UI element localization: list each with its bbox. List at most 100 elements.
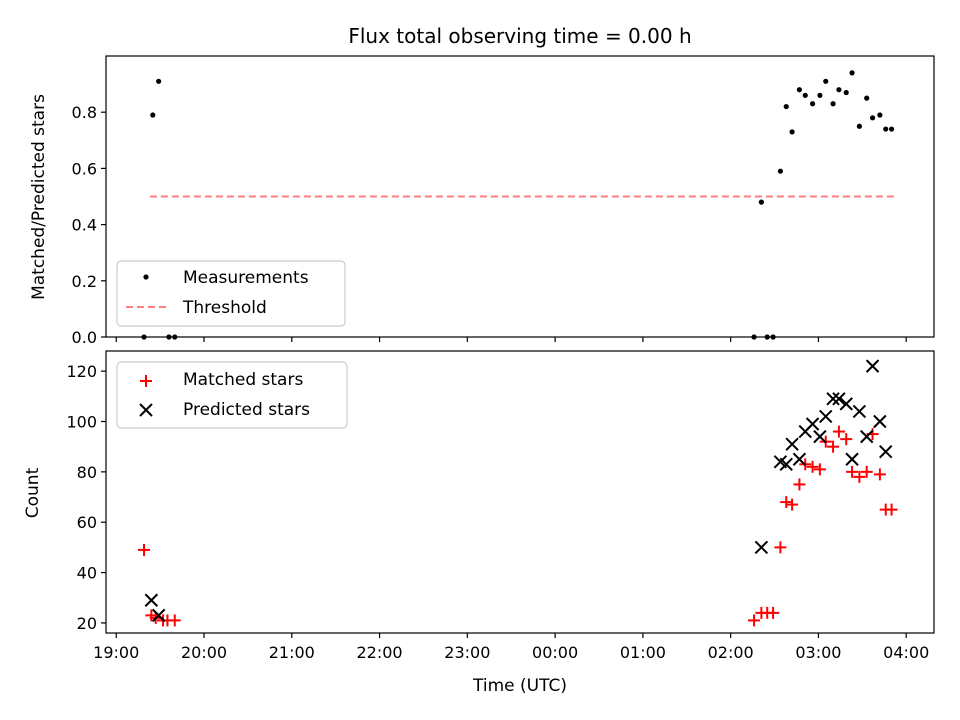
predicted-star-point: [865, 359, 880, 373]
bottom-y-tick-label: 80: [77, 463, 97, 482]
predicted-star-point: [839, 397, 853, 411]
bottom-axes-frame: [105, 350, 935, 634]
predicted-star-point: [859, 429, 874, 444]
matched-star-point: [853, 470, 866, 483]
matched-star-point: [168, 614, 181, 627]
measurement-point: [843, 89, 849, 96]
matched-star-point: [767, 606, 780, 619]
top-y-tick-label: 0.4: [72, 216, 97, 235]
top-panel: 0.00.20.40.60.8 Matched/Predicted stars …: [29, 55, 935, 347]
measurement-point: [823, 78, 829, 84]
measurement-point: [877, 112, 883, 118]
predicted-star-point: [805, 417, 820, 431]
measurement-point: [849, 70, 855, 76]
matched-star-point: [806, 460, 819, 473]
bottom-y-axis-label: Count: [23, 467, 43, 518]
measurement-point: [888, 126, 895, 132]
measurement-point: [869, 115, 876, 121]
bottom-ticks: 20 40 60 80 100 120 19:00 20:00 21:00 22:00 23:00 0…: [66, 362, 929, 662]
legend-predicted-label: Predicted stars: [183, 400, 310, 420]
predicted-star-point: [819, 409, 833, 424]
top-y-tick-label: 0.2: [72, 272, 97, 291]
bottom-y-tick-label: 60: [77, 513, 97, 532]
matched-star-point: [748, 614, 761, 627]
top-legend-box: [116, 260, 346, 327]
x-tick-label: 03:00: [795, 643, 841, 662]
matched-star-point: [786, 498, 799, 511]
predicted-star-point: [879, 445, 893, 459]
predicted-star-point: [832, 392, 846, 406]
top-ticks: 0.0 0.2 0.4 0.6 0.8: [72, 103, 907, 347]
measurement-point: [836, 87, 842, 93]
top-y-tick-label: 0.6: [72, 159, 97, 178]
top-y-tick-label: 0.0: [72, 328, 97, 347]
matched-star-point: [780, 496, 793, 509]
matched-star-point: [813, 463, 826, 476]
x-tick-label: 20:00: [181, 643, 227, 662]
bottom-y-tick-label: 40: [77, 564, 97, 583]
measurement-point: [864, 95, 870, 101]
measurement-point: [809, 101, 816, 107]
bottom-y-tick-label: 120: [66, 362, 97, 381]
x-tick-label: 00:00: [532, 643, 578, 662]
legend-matched-marker: [140, 375, 152, 387]
legend-threshold-label: Threshold: [182, 298, 267, 318]
measurement-point: [758, 199, 764, 205]
legend-predicted-marker: [139, 403, 153, 417]
matched-star-point: [885, 503, 898, 516]
matched-star-point: [827, 440, 840, 453]
top-axes-frame: [105, 55, 935, 338]
predicted-star-point: [826, 392, 840, 406]
x-tick-label: 19:00: [93, 643, 139, 662]
predicted-star-point: [151, 608, 166, 623]
x-tick-label: 21:00: [269, 643, 315, 662]
matched-star-point: [840, 433, 853, 446]
top-marks: [141, 70, 895, 340]
predicted-star-point: [813, 429, 827, 444]
predicted-star-point: [754, 540, 769, 555]
legend-measurements-label: Measurements: [183, 268, 309, 288]
predicted-star-point: [852, 404, 867, 419]
matched-star-point: [873, 468, 886, 481]
measurement-point: [830, 101, 836, 107]
measurement-point: [796, 87, 803, 93]
bottom-panel: 20 40 60 80 100 120 19:00 20:00 21:00 22:00 23:00 0…: [23, 350, 935, 696]
matched-star-point: [832, 425, 845, 438]
matched-star-point: [793, 478, 806, 491]
matched-star-point: [138, 543, 151, 556]
chart-title: Flux total observing time = 0.00 h: [348, 24, 691, 48]
measurement-point: [156, 78, 162, 84]
top-y-axis-label: Matched/Predicted stars: [29, 94, 49, 300]
x-axis-label: Time (UTC): [472, 676, 567, 696]
predicted-star-point: [785, 437, 799, 451]
measurement-point: [777, 168, 783, 174]
legend-measurements-marker: [143, 274, 149, 280]
bottom-marks: [138, 359, 898, 627]
matched-star-point: [774, 541, 787, 554]
measurement-point: [883, 126, 889, 132]
predicted-star-point: [873, 414, 887, 429]
measurement-point: [802, 92, 808, 98]
predicted-star-point: [144, 593, 159, 607]
predicted-star-point: [845, 452, 859, 466]
bottom-y-tick-label: 20: [77, 614, 97, 633]
bottom-legend: Matched stars Predicted stars: [116, 361, 348, 429]
measurement-point: [150, 112, 156, 118]
x-tick-label: 04:00: [883, 643, 929, 662]
top-legend: Measurements Threshold: [116, 260, 346, 327]
predicted-star-point: [779, 457, 793, 472]
legend-matched-label: Matched stars: [183, 370, 303, 390]
matched-star-point: [860, 465, 873, 478]
top-y-tick-label: 0.8: [72, 103, 97, 122]
measurement-point: [856, 123, 862, 129]
measurement-point: [817, 92, 823, 98]
bottom-legend-box: [116, 361, 348, 429]
predicted-star-point: [792, 452, 807, 466]
x-tick-label: 02:00: [708, 643, 754, 662]
matched-star-point: [846, 465, 859, 478]
x-tick-label: 01:00: [620, 643, 666, 662]
measurement-point: [789, 129, 795, 135]
x-tick-label: 22:00: [357, 643, 403, 662]
measurement-point: [783, 103, 789, 110]
